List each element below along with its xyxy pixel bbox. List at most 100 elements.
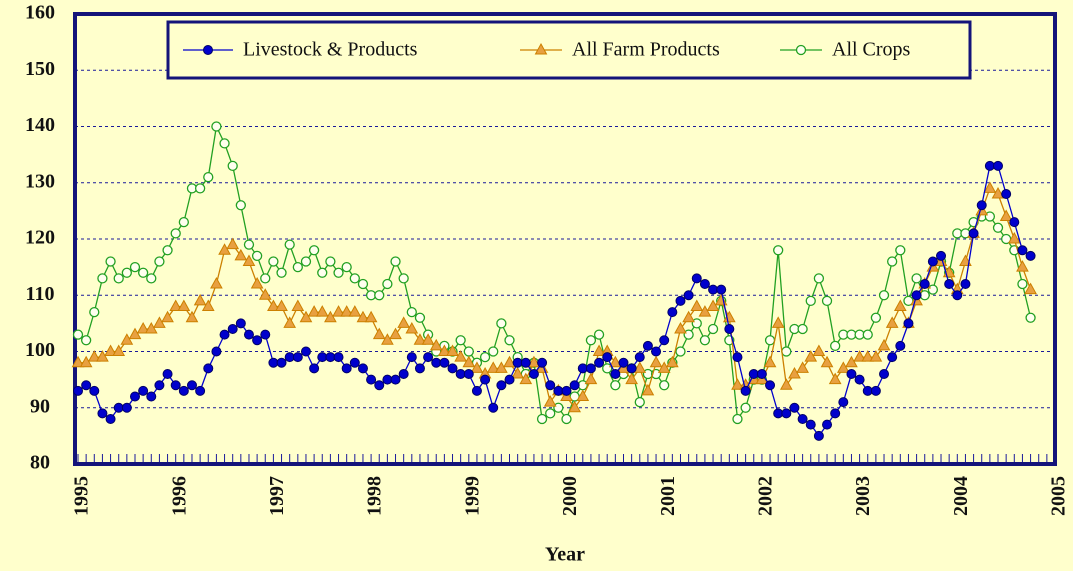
data-point: [219, 329, 230, 340]
data-point: [537, 357, 548, 368]
data-point: [276, 267, 287, 278]
data-point: [968, 228, 979, 239]
data-point: [80, 335, 92, 346]
data-point: [642, 340, 653, 351]
data-point: [398, 369, 409, 379]
data-point: [113, 273, 124, 284]
data-point: [797, 414, 808, 424]
data-point: [283, 316, 297, 328]
data-point: [960, 279, 971, 289]
legend-marker: [795, 44, 807, 56]
y-tick-label: 80: [30, 452, 50, 474]
data-point: [659, 380, 670, 391]
data-point: [641, 383, 655, 396]
data-point: [651, 346, 662, 357]
data-point: [813, 430, 824, 441]
data-point: [773, 245, 784, 256]
data-point: [488, 346, 499, 357]
data-point: [634, 352, 645, 363]
y-tick-label: 140: [25, 114, 55, 136]
data-point: [870, 312, 882, 323]
data-point: [983, 181, 997, 193]
data-point: [813, 273, 825, 284]
data-point: [333, 352, 344, 363]
data-point: [812, 344, 826, 356]
data-point: [308, 245, 320, 256]
data-point: [707, 323, 719, 335]
data-point: [242, 254, 256, 266]
data-point: [89, 306, 100, 318]
x-axis-label: Year: [545, 544, 585, 566]
data-point: [144, 321, 158, 334]
data-point: [1017, 245, 1028, 256]
data-point: [341, 363, 352, 374]
data-point: [618, 357, 629, 368]
data-point: [699, 335, 711, 346]
data-point: [234, 248, 248, 261]
data-point: [765, 380, 776, 391]
data-point: [836, 361, 850, 373]
data-point: [72, 329, 84, 340]
data-point: [219, 138, 230, 149]
data-point: [911, 290, 922, 301]
data-point: [861, 350, 875, 362]
data-point: [805, 295, 816, 307]
data-point: [992, 222, 1004, 233]
data-point: [911, 273, 922, 284]
data-point: [136, 321, 150, 334]
data-point: [486, 361, 500, 373]
data-point: [756, 369, 767, 379]
data-point: [170, 380, 181, 391]
data-point: [999, 209, 1013, 221]
data-point: [463, 346, 474, 357]
data-point: [936, 250, 947, 261]
data-point: [503, 355, 516, 368]
data-point: [496, 380, 507, 391]
data-point: [796, 361, 809, 373]
data-point: [292, 352, 303, 363]
data-point: [137, 267, 149, 278]
data-point: [706, 299, 720, 311]
data-point: [226, 237, 240, 250]
data-point: [545, 408, 556, 419]
data-point: [332, 305, 345, 317]
data-point: [382, 278, 393, 290]
data-point: [545, 380, 556, 391]
data-point: [243, 329, 254, 340]
data-point: [879, 369, 890, 379]
data-point: [162, 245, 173, 256]
data-point: [154, 380, 165, 391]
data-point: [243, 239, 255, 250]
data-point: [251, 250, 263, 262]
data-point: [471, 385, 482, 396]
data-point: [592, 344, 606, 356]
data-point: [300, 346, 311, 357]
data-point: [260, 273, 271, 284]
data-point: [952, 290, 963, 301]
data-point: [258, 288, 272, 300]
data-point: [185, 310, 199, 323]
data-point: [194, 183, 206, 194]
data-point: [846, 369, 857, 379]
data-point: [887, 256, 898, 267]
data-point: [797, 323, 808, 335]
x-tick-label: 2004: [950, 476, 972, 516]
data-point: [291, 299, 305, 311]
data-point: [771, 316, 785, 328]
data-point: [893, 299, 907, 311]
data-point: [1025, 250, 1036, 261]
legend-label: All Farm Products: [572, 39, 720, 61]
data-point: [626, 363, 637, 374]
data-point: [89, 385, 100, 396]
data-point: [870, 385, 881, 396]
data-point: [170, 228, 181, 239]
data-point: [683, 329, 694, 340]
data-point: [877, 338, 891, 351]
data-point: [79, 355, 93, 368]
data-point: [496, 318, 507, 329]
data-point: [284, 239, 295, 250]
y-tick-label: 130: [25, 170, 55, 192]
data-point: [333, 267, 344, 278]
data-point: [315, 305, 329, 317]
